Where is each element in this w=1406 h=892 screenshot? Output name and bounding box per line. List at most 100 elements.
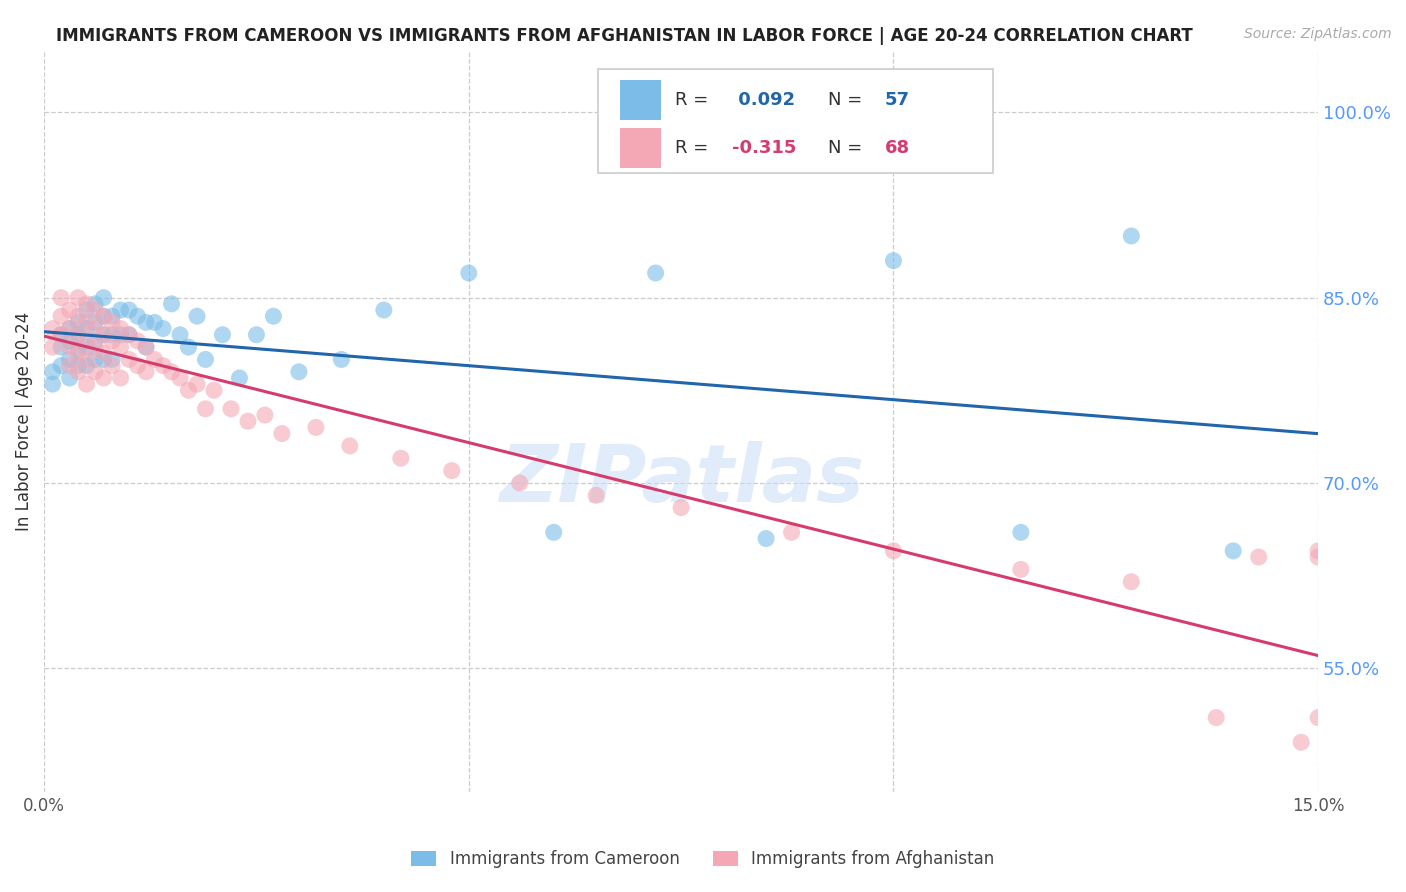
Point (84, 297, 107, 311)
Point (58, 321, 80, 335)
Point (84, 334, 107, 348)
Point (882, 544, 904, 558)
Point (755, 532, 778, 546)
Point (76, 352, 98, 367)
Point (143, 315, 166, 329)
Point (49, 340, 72, 354)
Point (780, 525, 803, 540)
Point (219, 401, 242, 416)
Point (58, 321, 80, 335)
Point (58, 352, 80, 367)
Text: -0.315: -0.315 (733, 139, 796, 157)
Point (67, 359, 90, 373)
Point (76, 340, 98, 354)
Point (118, 352, 141, 367)
Bar (620, 128, 661, 169)
Point (93, 309, 115, 323)
Point (1308, 549, 1330, 564)
Point (644, 266, 666, 280)
Point (67, 291, 90, 305)
Point (135, 340, 157, 354)
Point (1010, 525, 1032, 540)
Point (101, 327, 124, 342)
Point (49, 327, 72, 342)
Point (585, 488, 607, 502)
Point (76, 377, 98, 392)
Point (93, 291, 115, 305)
Point (58, 334, 80, 348)
Point (143, 352, 166, 367)
Point (339, 439, 361, 453)
Point (41, 340, 63, 354)
Point (135, 315, 157, 329)
Point (202, 384, 225, 398)
Point (882, 253, 904, 268)
Point (127, 359, 149, 373)
Text: 68: 68 (884, 139, 910, 157)
Point (440, 464, 463, 478)
Legend: Immigrants from Cameroon, Immigrants from Afghanistan: Immigrants from Cameroon, Immigrants fro… (405, 844, 1001, 875)
Point (76, 303, 98, 318)
Point (152, 321, 174, 335)
Point (41, 365, 63, 379)
Text: 0.092: 0.092 (733, 91, 796, 109)
Point (253, 408, 276, 422)
Point (110, 327, 132, 342)
Point (127, 309, 149, 323)
Point (58, 371, 80, 385)
Point (67, 309, 90, 323)
Point (110, 321, 132, 335)
Point (84, 365, 107, 379)
Point (118, 303, 141, 318)
FancyBboxPatch shape (599, 70, 993, 173)
Point (186, 377, 208, 392)
Point (84, 352, 107, 367)
Point (236, 414, 259, 428)
Point (160, 297, 183, 311)
Point (160, 365, 183, 379)
Point (262, 309, 284, 323)
Point (93, 346, 115, 360)
Point (211, 327, 233, 342)
Text: Source: ZipAtlas.com: Source: ZipAtlas.com (1244, 27, 1392, 41)
Point (101, 359, 124, 373)
Point (152, 359, 174, 373)
Point (76, 334, 98, 348)
Point (1308, 710, 1330, 724)
Point (135, 340, 157, 354)
Point (194, 352, 217, 367)
Point (101, 334, 124, 348)
Text: R =: R = (675, 139, 714, 157)
Point (509, 475, 531, 490)
Point (76, 359, 98, 373)
Point (1121, 229, 1143, 244)
Point (49, 291, 72, 305)
Point (84, 321, 107, 335)
Point (135, 365, 157, 379)
Point (110, 303, 132, 318)
Point (93, 371, 115, 385)
Point (305, 420, 328, 434)
Text: ZIPatlas: ZIPatlas (499, 442, 863, 519)
Point (186, 309, 208, 323)
Point (41, 321, 63, 335)
Point (67, 343, 90, 357)
Point (76, 321, 98, 335)
Point (1222, 544, 1244, 558)
Point (67, 315, 90, 329)
Point (543, 525, 565, 540)
Text: N =: N = (828, 139, 868, 157)
Point (93, 352, 115, 367)
Point (67, 346, 90, 360)
Point (58, 303, 80, 318)
Point (177, 340, 200, 354)
Point (457, 266, 479, 280)
Point (1289, 735, 1312, 749)
Text: R =: R = (675, 91, 714, 109)
Point (1308, 544, 1330, 558)
Point (1205, 710, 1227, 724)
Point (84, 303, 107, 318)
Point (330, 352, 353, 367)
Point (373, 303, 395, 318)
Point (93, 327, 115, 342)
